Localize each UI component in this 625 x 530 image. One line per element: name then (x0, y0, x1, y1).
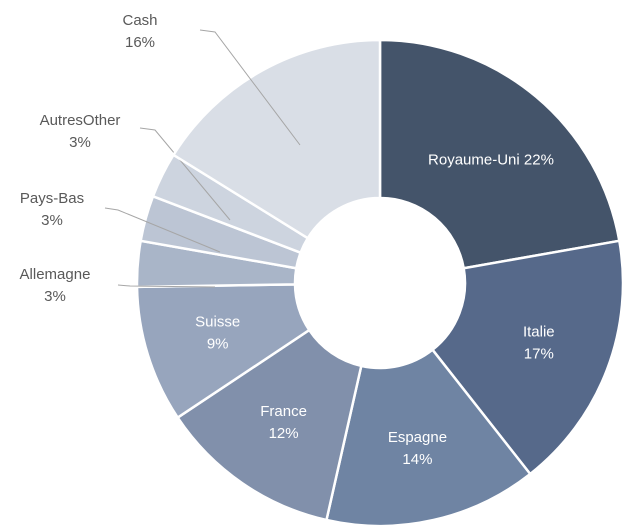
slice (430, 239, 625, 476)
slice (171, 38, 382, 240)
value-label: 3% (41, 212, 63, 229)
leader-line (199, 29, 301, 146)
value-label: 17% (524, 346, 554, 363)
slice (175, 328, 363, 522)
category-label: Suisse (195, 313, 240, 330)
leader-line (104, 207, 221, 253)
category-label: Italie (523, 324, 555, 341)
value-label: 22% (524, 151, 554, 168)
category-label: Pays-Bas (20, 190, 84, 207)
category-label: France (260, 403, 307, 420)
value-label: 9% (207, 335, 229, 352)
value-label: 12% (269, 425, 299, 442)
category-label: Royaume-Uni (428, 151, 520, 168)
category-label: Allemagne (20, 266, 91, 283)
value-label: 3% (44, 288, 66, 305)
leader-line (117, 284, 216, 288)
value-label: 16% (125, 34, 155, 51)
slice (324, 348, 532, 528)
slice-label: Royaume-Uni 22% (428, 151, 554, 168)
category-label: Espagne (388, 429, 447, 446)
category-label: Cash (122, 12, 157, 29)
category-label: AutresOther (40, 112, 121, 129)
value-label: 3% (69, 134, 91, 151)
slice (378, 38, 621, 270)
value-label: 14% (402, 451, 432, 468)
leader-line (139, 127, 231, 221)
